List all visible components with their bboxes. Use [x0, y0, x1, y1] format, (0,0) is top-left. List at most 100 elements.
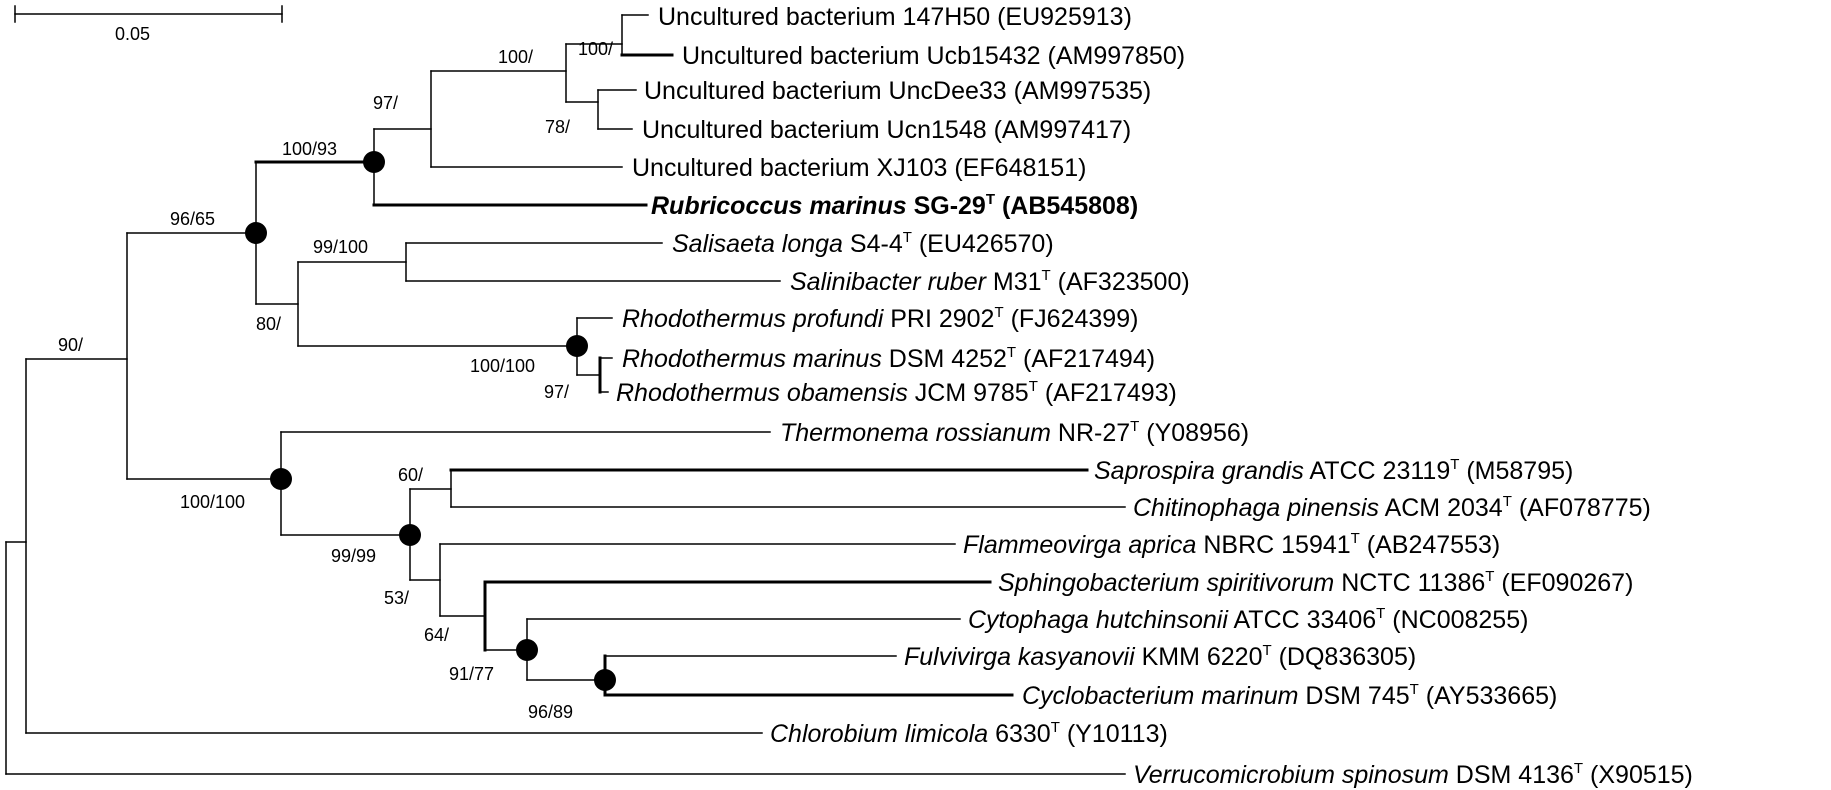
leaf-strain: KMM 6220: [1135, 643, 1263, 671]
bootstrap-label: 99/99: [331, 546, 376, 566]
type-strain-mark: T: [986, 191, 995, 208]
leaf-accession: (AM997535): [1007, 77, 1152, 105]
bootstrap-label: 100/93: [282, 139, 337, 159]
leaf-label: Salisaeta longa S4-4T (EU426570): [672, 229, 1054, 258]
type-strain-mark: T: [1351, 530, 1360, 547]
node-dot: [270, 468, 292, 490]
leaf-strain: ATCC 23119: [1304, 457, 1450, 485]
leaf-label: Rubricoccus marinus SG-29T (AB545808): [651, 191, 1138, 220]
leaf-label: Uncultured bacterium Ucb15432 (AM997850): [682, 42, 1185, 70]
node-dot: [516, 639, 538, 661]
leaf-strain: NBRC 15941: [1196, 531, 1350, 559]
leaf-taxon-name: Uncultured bacterium 147H50: [658, 3, 990, 31]
leaf-label: Fulvivirga kasyanovii KMM 6220T (DQ83630…: [904, 642, 1416, 671]
leaf-strain: ATCC 33406: [1228, 606, 1376, 634]
leaf-taxon-name: Rhodothermus obamensis: [616, 379, 908, 407]
type-strain-mark: T: [1574, 760, 1583, 777]
leaf-accession: (AF078775): [1512, 494, 1651, 522]
bootstrap-label: 91/77: [449, 664, 494, 684]
bootstrap-label: 97/: [544, 382, 569, 402]
leaf-taxon-name: Saprospira grandis: [1094, 457, 1304, 485]
bootstrap-labels: 100/ 100/ 78/ 97/ 100/93 96/65 99/100 80…: [58, 39, 613, 722]
leaf-label: Sphingobacterium spiritivorum NCTC 11386…: [998, 568, 1633, 597]
type-strain-mark: T: [903, 229, 912, 246]
leaf-accession: (AF323500): [1051, 268, 1190, 296]
leaf-accession: (AB545808): [995, 192, 1138, 220]
leaf-label: Salinibacter ruber M31T (AF323500): [790, 267, 1190, 296]
bootstrap-label: 53/: [384, 588, 409, 608]
node-dot: [566, 335, 588, 357]
scale-bar: 0.05: [14, 5, 283, 44]
leaf-taxon-name: Salinibacter ruber: [790, 268, 988, 296]
leaf-label: Chlorobium limicola 6330T (Y10113): [770, 719, 1168, 748]
leaf-taxon-name: Chlorobium limicola: [770, 720, 988, 748]
leaf-accession: (X90515): [1583, 761, 1693, 789]
node-markers: [245, 151, 616, 691]
leaf-taxon-name: Uncultured bacterium UncDee33: [644, 77, 1007, 105]
leaf-taxon-name: Sphingobacterium spiritivorum: [998, 569, 1334, 597]
leaf-strain: DSM 4252: [882, 345, 1007, 373]
bootstrap-label: 99/100: [313, 237, 368, 257]
bootstrap-label: 78/: [545, 117, 570, 137]
leaf-strain: NCTC 11386: [1334, 569, 1485, 597]
type-strain-mark: T: [1410, 681, 1419, 698]
leaf-accession: (NC008255): [1385, 606, 1528, 634]
leaf-strain: JCM 9785: [908, 379, 1029, 407]
bootstrap-label: 100/: [498, 47, 533, 67]
leaf-label: Uncultured bacterium UncDee33 (AM997535): [644, 77, 1151, 105]
leaf-taxon-name: Cytophaga hutchinsonii: [968, 606, 1229, 634]
node-dot: [363, 151, 385, 173]
leaf-strain: S4-4: [843, 230, 903, 258]
leaf-label: Uncultured bacterium 147H50 (EU925913): [658, 3, 1132, 31]
bootstrap-label: 90/: [58, 335, 83, 355]
type-strain-mark: T: [1007, 344, 1016, 361]
leaf-taxon-name: Rubricoccus marinus: [651, 192, 907, 220]
leaf-label: Cytophaga hutchinsonii ATCC 33406T (NC00…: [968, 605, 1528, 634]
bootstrap-label: 80/: [256, 314, 281, 334]
leaf-label: Rhodothermus marinus DSM 4252T (AF217494…: [622, 344, 1155, 373]
leaf-label: Rhodothermus profundi PRI 2902T (FJ62439…: [622, 304, 1138, 333]
type-strain-mark: T: [1485, 568, 1494, 585]
bootstrap-label: 100/100: [470, 356, 535, 376]
type-strain-mark: T: [994, 304, 1003, 321]
node-dot: [245, 222, 267, 244]
leaf-taxon-name: Uncultured bacterium Ucb15432: [682, 42, 1041, 70]
leaf-label: Uncultured bacterium XJ103 (EF648151): [632, 154, 1086, 182]
leaf-taxon-name: Rhodothermus profundi: [622, 305, 885, 333]
type-strain-mark: T: [1376, 605, 1385, 622]
leaf-taxon-name: Cyclobacterium marinum: [1022, 682, 1298, 710]
bootstrap-label: 97/: [373, 93, 398, 113]
leaf-taxon-name: Uncultured bacterium Ucn1548: [642, 116, 987, 144]
leaf-accession: (AF217494): [1016, 345, 1155, 373]
type-strain-mark: T: [1450, 456, 1459, 473]
scale-bar-label: 0.05: [115, 24, 150, 44]
leaf-label: Rhodothermus obamensis JCM 9785T (AF2174…: [616, 378, 1177, 407]
leaf-taxon-name: Verrucomicrobium spinosum: [1133, 761, 1449, 789]
type-strain-mark: T: [1262, 642, 1271, 659]
type-strain-mark: T: [1042, 267, 1051, 284]
leaf-label: Uncultured bacterium Ucn1548 (AM997417): [642, 116, 1131, 144]
leaf-strain: NR-27: [1051, 419, 1130, 447]
bootstrap-label: 100/100: [180, 492, 245, 512]
leaf-accession: (M58795): [1459, 457, 1573, 485]
leaf-label: Saprospira grandis ATCC 23119T (M58795): [1094, 456, 1573, 485]
leaf-accession: (AB247553): [1360, 531, 1500, 559]
leaf-accession: (FJ624399): [1004, 305, 1139, 333]
leaf-strain: 6330: [988, 720, 1051, 748]
leaf-taxon-name: Thermonema rossianum: [780, 419, 1051, 447]
leaf-accession: (EF648151): [947, 154, 1086, 182]
leaf-accession: (Y08956): [1139, 419, 1249, 447]
leaf-label: Thermonema rossianum NR-27T (Y08956): [780, 418, 1249, 447]
leaf-accession: (EU426570): [912, 230, 1054, 258]
tree-branches: [5, 14, 1126, 775]
leaf-strain: DSM 745: [1298, 682, 1409, 710]
leaf-label: Verrucomicrobium spinosum DSM 4136T (X90…: [1133, 760, 1693, 789]
leaf-taxon-name: Salisaeta longa: [672, 230, 843, 258]
leaf-strain: ACM 2034: [1379, 494, 1503, 522]
bootstrap-label: 64/: [424, 625, 449, 645]
leaf-taxon-name: Fulvivirga kasyanovii: [904, 643, 1136, 671]
leaf-strain: PRI 2902: [883, 305, 994, 333]
leaf-accession: (Y10113): [1060, 720, 1168, 748]
node-dot: [399, 524, 421, 546]
bootstrap-label: 100/: [578, 39, 613, 59]
